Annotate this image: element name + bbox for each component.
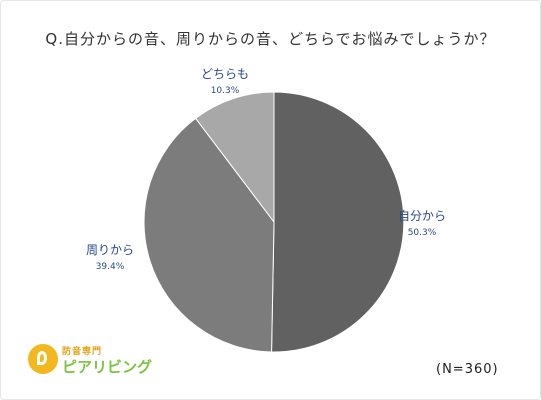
- slice-label-3: どちらも: [201, 67, 249, 81]
- chart-title: Q.自分からの音、周りからの音、どちらでお悩みでしょうか？: [45, 30, 496, 48]
- slice-percent-3: 10.3%: [211, 86, 240, 96]
- slice-percent-1: 50.3%: [408, 228, 437, 238]
- logo: 防音専門 ピアリビング: [28, 342, 168, 378]
- slice-percent-2: 39.4%: [96, 262, 125, 272]
- logo-small-text: 防音専門: [62, 347, 103, 357]
- pie-slice-3: [194, 91, 275, 224]
- logo-icon: [28, 344, 58, 374]
- slice-label-2: 周りから: [86, 243, 134, 257]
- logo-main-text: ピアリビング: [62, 358, 153, 376]
- slice-label-1: 自分から: [398, 209, 446, 223]
- sample-size-label: (N=360): [436, 362, 499, 377]
- pie-slice-2: [143, 117, 275, 353]
- pie-slice-1: [271, 91, 405, 353]
